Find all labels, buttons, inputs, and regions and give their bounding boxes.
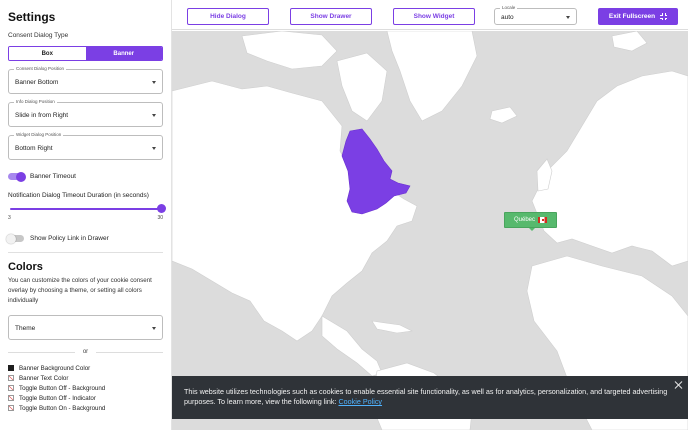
close-icon[interactable] — [674, 381, 682, 389]
widget-position-label: Widget Dialog Position — [14, 132, 64, 137]
chevron-down-icon — [152, 147, 156, 150]
world-map[interactable]: Québec — [172, 31, 688, 430]
banner-message: This website utilizes technologies such … — [184, 387, 668, 406]
exit-fullscreen-label: Exit Fullscreen — [608, 13, 656, 20]
color-item-banner-text[interactable]: Banner Text Color — [8, 373, 163, 383]
policy-link-row: Show Policy Link in Drawer — [6, 233, 163, 244]
color-swatch[interactable] — [8, 405, 14, 411]
color-item-toggle-off-background[interactable]: Toggle Button Off - Background — [8, 383, 163, 393]
tooltip-arrow — [529, 228, 535, 231]
land-uk — [536, 158, 553, 192]
consent-position-value: Banner Bottom — [15, 79, 59, 86]
consent-position-select[interactable]: Consent Dialog Position Banner Bottom — [8, 66, 163, 94]
settings-title: Settings — [8, 10, 56, 24]
chevron-down-icon — [152, 327, 156, 330]
colors-description: You can customize the colors of your coo… — [8, 277, 152, 304]
color-swatch[interactable] — [8, 385, 14, 391]
color-item-banner-background[interactable]: Banner Background Color — [8, 363, 163, 373]
separator-line — [96, 351, 163, 353]
locale-label: Locale — [500, 5, 518, 10]
info-position-label: Info Dialog Position — [14, 99, 57, 104]
color-item-label: Banner Background Color — [19, 364, 91, 372]
info-position-select[interactable]: Info Dialog Position Slide in from Right — [8, 99, 163, 127]
color-item-toggle-off-indicator[interactable]: Toggle Button Off - Indicator — [8, 393, 163, 403]
cookie-policy-link[interactable]: Cookie Policy — [338, 397, 383, 406]
canada-flag-icon — [538, 217, 547, 223]
consent-type-segmented-control: Box Banner — [8, 46, 163, 61]
banner-timeout-toggle[interactable] — [8, 171, 26, 182]
region-quebec — [341, 128, 411, 215]
chevron-down-icon — [566, 16, 570, 19]
show-drawer-button[interactable]: Show Drawer — [290, 8, 372, 25]
locale-select[interactable]: Locale auto — [494, 5, 577, 25]
map-svg — [172, 31, 688, 430]
banner-timeout-label: Banner Timeout — [30, 173, 76, 180]
consent-type-box-option[interactable]: Box — [9, 47, 86, 60]
land-arctic-islands — [241, 31, 338, 70]
land-baffin — [336, 52, 388, 122]
color-list: Banner Background Color Banner Text Colo… — [8, 363, 163, 413]
color-swatch[interactable] — [8, 395, 14, 401]
color-item-label: Toggle Button Off - Background — [19, 384, 106, 392]
toggle-knob — [16, 171, 26, 182]
color-item-label: Banner Text Color — [19, 374, 69, 382]
timeout-duration-slider[interactable] — [8, 204, 166, 214]
land-caribbean — [371, 320, 414, 334]
region-tooltip: Québec — [504, 212, 557, 231]
color-swatch[interactable] — [8, 375, 14, 381]
policy-link-label: Show Policy Link in Drawer — [30, 235, 109, 242]
banner-text-block: This website utilizes technologies such … — [184, 387, 674, 407]
banner-timeout-row: Banner Timeout — [8, 171, 163, 182]
color-swatch[interactable] — [8, 365, 14, 371]
slider-min-label: 3 — [8, 215, 11, 221]
widget-position-value: Bottom Right — [15, 145, 53, 152]
settings-sidebar: Settings Consent Dialog Type Box Banner … — [0, 0, 172, 430]
land-svalbard — [611, 31, 648, 52]
land-greenland — [386, 31, 478, 122]
exit-fullscreen-icon — [660, 13, 668, 20]
preview-toolbar: Hide Dialog Show Drawer Show Widget Loca… — [172, 0, 688, 30]
locale-value: auto — [501, 14, 514, 21]
color-item-toggle-on-background[interactable]: Toggle Button On - Background — [8, 403, 163, 413]
policy-link-toggle[interactable] — [6, 233, 24, 244]
cookie-consent-banner: This website utilizes technologies such … — [172, 376, 688, 419]
land-europe — [531, 70, 688, 267]
widget-position-select[interactable]: Widget Dialog Position Bottom Right — [8, 132, 163, 160]
tooltip-label: Québec — [513, 217, 535, 223]
slider-max-label: 30 — [157, 215, 163, 221]
slider-track — [10, 208, 161, 210]
colors-title: Colors — [8, 261, 43, 273]
chevron-down-icon — [152, 114, 156, 117]
slider-range-labels: 3 30 — [8, 215, 163, 221]
land-north-america — [172, 80, 418, 342]
or-separator: or — [8, 349, 163, 355]
land-iceland — [489, 106, 518, 124]
slider-thumb[interactable] — [156, 204, 166, 213]
hide-dialog-button[interactable]: Hide Dialog — [187, 8, 269, 25]
timeout-duration-label: Notification Dialog Timeout Duration (in… — [8, 192, 149, 199]
toggle-knob — [6, 233, 16, 244]
divider — [8, 252, 163, 253]
color-item-label: Toggle Button Off - Indicator — [19, 394, 96, 402]
show-widget-button[interactable]: Show Widget — [393, 8, 475, 25]
separator-line — [8, 351, 75, 353]
or-label: or — [82, 349, 89, 355]
theme-select[interactable]: Theme — [8, 315, 163, 340]
theme-value: Theme — [15, 325, 36, 332]
consent-position-label: Consent Dialog Position — [14, 66, 67, 71]
info-position-value: Slide in from Right — [15, 112, 69, 119]
consent-type-banner-option[interactable]: Banner — [85, 47, 162, 60]
consent-type-label: Consent Dialog Type — [8, 32, 69, 39]
land-central-america — [321, 315, 383, 377]
exit-fullscreen-button[interactable]: Exit Fullscreen — [598, 8, 678, 25]
color-item-label: Toggle Button On - Background — [19, 404, 106, 412]
chevron-down-icon — [152, 81, 156, 84]
